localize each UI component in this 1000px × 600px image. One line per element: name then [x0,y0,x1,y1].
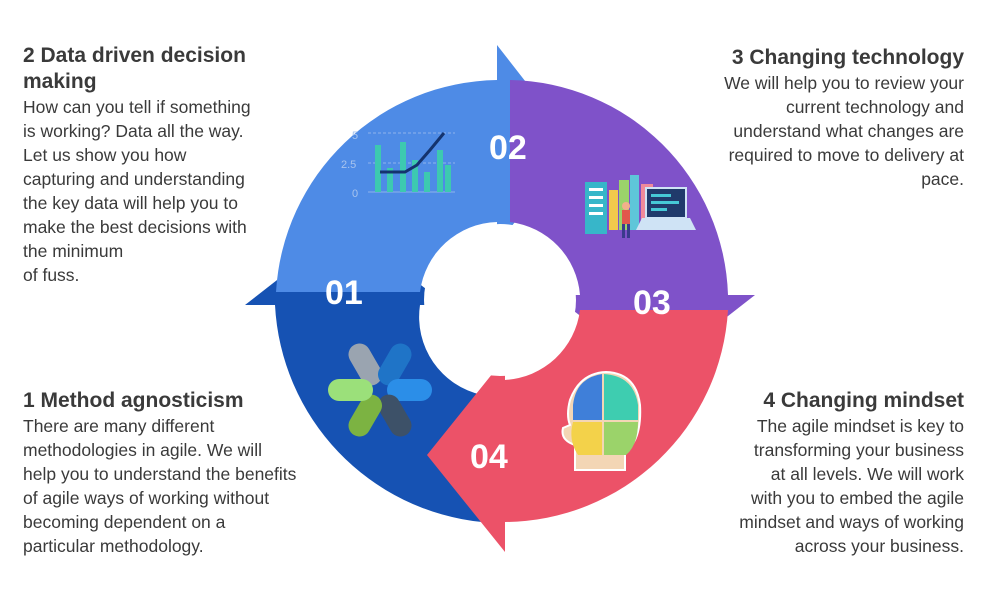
step-1-title: 1 Method agnosticism [23,389,244,412]
step-2-line: Let us show you how [23,145,187,165]
step-2-line: is working? Data all the way. [23,121,244,141]
step-3-line: current technology and [785,97,964,117]
step-3-line: understand what changes are [733,121,964,141]
step-4-text: The agile mindset is key to transforming… [660,414,964,558]
chart-icon: 5 2.5 0 [341,130,455,200]
step-3-text: We will help you to review your current … [630,71,964,191]
step-1-line: methodologies in agile. We will [23,440,262,460]
step-2-line: of fuss. [23,265,80,285]
step-1-line: of agile ways of working without [23,488,270,508]
step-1-description-block: 1 Method agnosticism There are many diff… [23,388,363,558]
chart-icon-tick-top: 5 [352,130,358,142]
step-1-line: particular methodology. [23,536,204,556]
step-1-text: There are many different methodologies i… [23,414,363,558]
step-3-title: 3 Changing technology [731,46,964,69]
chart-icon-tick-mid: 2.5 [341,159,356,171]
step-2-title-line-1: 2 Data driven decision [23,44,246,67]
step-3-description-block: 3 Changing technology We will help you t… [630,45,964,191]
pinwheel-icon [328,343,432,437]
step-2-text: How can you tell if something is working… [23,95,323,287]
step-3-line: pace. [921,169,964,189]
step-4-line: at all levels. We will work [770,464,964,484]
step-4-line: with you to embed the agile [750,488,964,508]
step-2-title: 2 Data driven decision making [23,43,323,95]
step-4-title: 4 Changing mindset [763,389,964,412]
step-3-line: We will help you to review your [724,73,964,93]
step-2-line: How can you tell if something [23,97,251,117]
step-number-01: 01 [325,274,363,312]
step-4-line: across your business. [794,536,964,556]
step-2-line: capturing and understanding [23,169,245,189]
step-4-line: mindset and ways of working [739,512,964,532]
step-2-line: the minimum [23,241,124,261]
technology-icon [585,175,696,238]
cycle-center [424,224,576,376]
step-1-line: There are many different [23,416,215,436]
step-1-line: becoming dependent on a [23,512,226,532]
step-number-02: 02 [489,129,527,167]
head-mindset-icon [561,370,642,471]
step-2-line: make the best decisions with [23,217,247,237]
chart-icon-tick-bottom: 0 [352,188,358,200]
step-number-04: 04 [470,438,508,476]
step-4-line: The agile mindset is key to [756,416,964,436]
step-4-line: transforming your business [753,440,964,460]
step-3-line: required to move to delivery at [728,145,964,165]
step-2-title-line-2: making [23,70,97,93]
step-4-description-block: 4 Changing mindset The agile mindset is … [660,388,964,558]
step-2-line: the key data will help you to [23,193,238,213]
step-number-03: 03 [633,284,671,322]
step-1-line: help you to understand the benefits [23,464,297,484]
step-2-description-block: 2 Data driven decision making How can yo… [23,43,323,287]
